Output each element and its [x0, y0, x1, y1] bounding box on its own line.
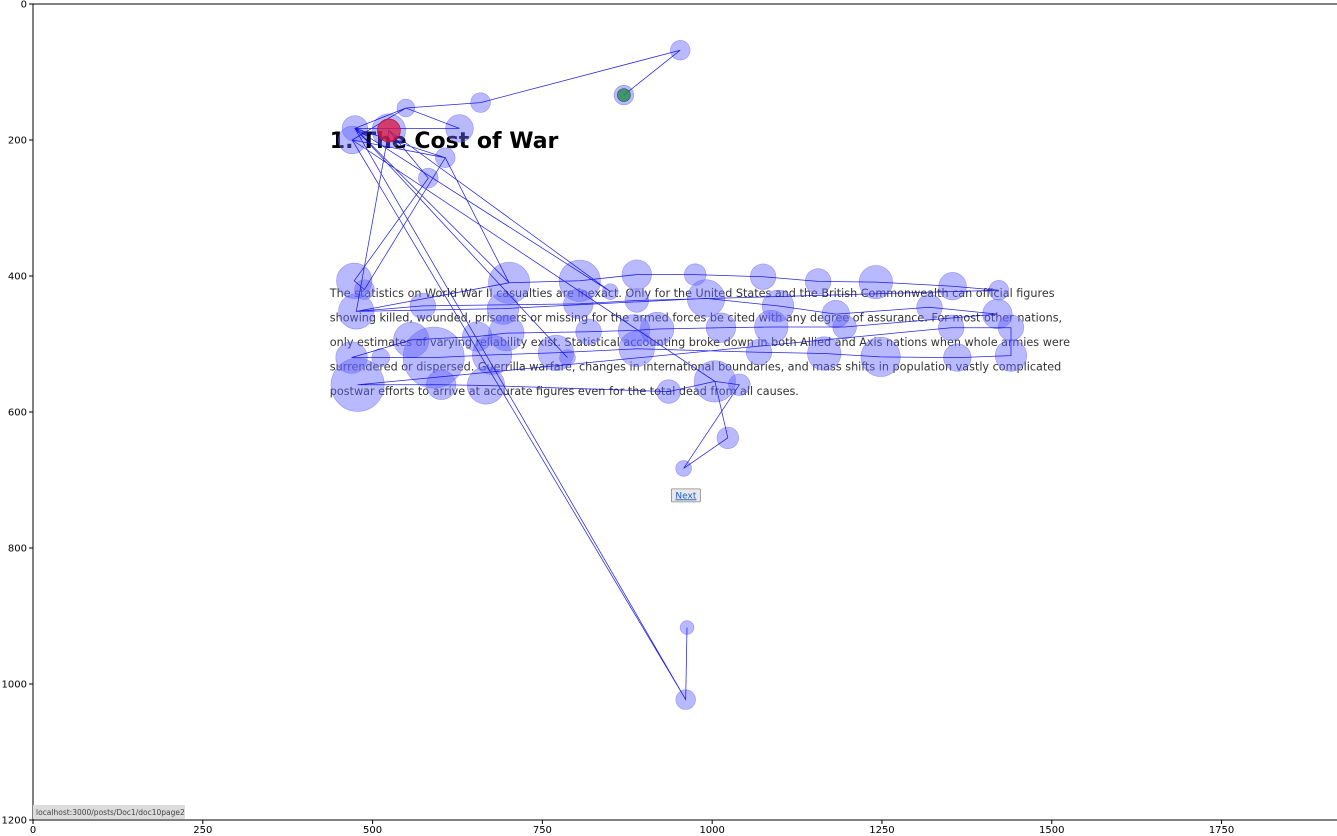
end-point	[377, 118, 401, 143]
paragraph-line: surrendered or dispersed. Guerrilla warf…	[330, 361, 1061, 374]
paragraph-line: showing killed, wounded, prisoners or mi…	[330, 312, 1062, 325]
x-tick-label: 1250	[869, 825, 894, 836]
x-tick-label: 500	[363, 825, 382, 836]
paragraph-line: postwar efforts to arrive at accurate fi…	[330, 385, 799, 398]
x-tick-label: 750	[533, 825, 552, 836]
x-tick-label: 250	[193, 825, 212, 836]
x-tick-label: 0	[30, 825, 36, 836]
markers	[377, 88, 631, 143]
x-tick-label: 1750	[1209, 825, 1234, 836]
y-tick-label: 400	[8, 272, 27, 283]
next-button[interactable]: Next	[671, 488, 701, 503]
y-tick-label: 600	[8, 408, 27, 419]
status-bar-bg	[33, 805, 185, 819]
x-tick-label: 1000	[699, 825, 724, 836]
y-tick-label: 800	[8, 544, 27, 555]
scanpath-line	[351, 49, 1012, 701]
start-point	[617, 88, 631, 102]
x-tick-label: 1500	[1039, 825, 1064, 836]
y-tick-label: 0	[21, 0, 27, 11]
y-tick-label: 200	[8, 136, 27, 147]
y-tick-label: 1000	[2, 680, 27, 691]
background-page: 1. The Cost of War The statistics on Wor…	[329, 129, 1070, 503]
y-tick-label: 1200	[2, 816, 27, 827]
paragraph-line: only estimates of varying reliability ex…	[330, 336, 1070, 349]
fixation-point	[602, 283, 619, 300]
next-button-label[interactable]: Next	[675, 491, 696, 501]
paragraph: The statistics on World War II casualtie…	[329, 287, 1070, 398]
status-bar: localhost:3000/posts/Doc1/doc10page2	[33, 805, 185, 819]
scanpath	[351, 49, 1012, 701]
status-url: localhost:3000/posts/Doc1/doc10page2	[36, 808, 185, 817]
paragraph-line: The statistics on World War II casualtie…	[329, 287, 1055, 300]
